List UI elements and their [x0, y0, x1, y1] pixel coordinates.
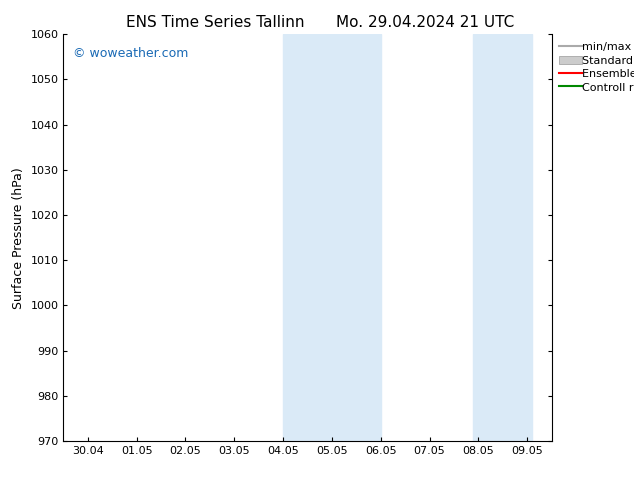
Legend: min/max, Standard deviation, Ensemble mean run, Controll run: min/max, Standard deviation, Ensemble me… [557, 40, 634, 95]
Y-axis label: Surface Pressure (hPa): Surface Pressure (hPa) [12, 167, 25, 309]
Bar [283, 34, 381, 441]
Text: ENS Time Series Tallinn: ENS Time Series Tallinn [126, 15, 304, 30]
Bar [474, 34, 532, 441]
Text: Mo. 29.04.2024 21 UTC: Mo. 29.04.2024 21 UTC [336, 15, 514, 30]
Text: © woweather.com: © woweather.com [73, 47, 188, 59]
